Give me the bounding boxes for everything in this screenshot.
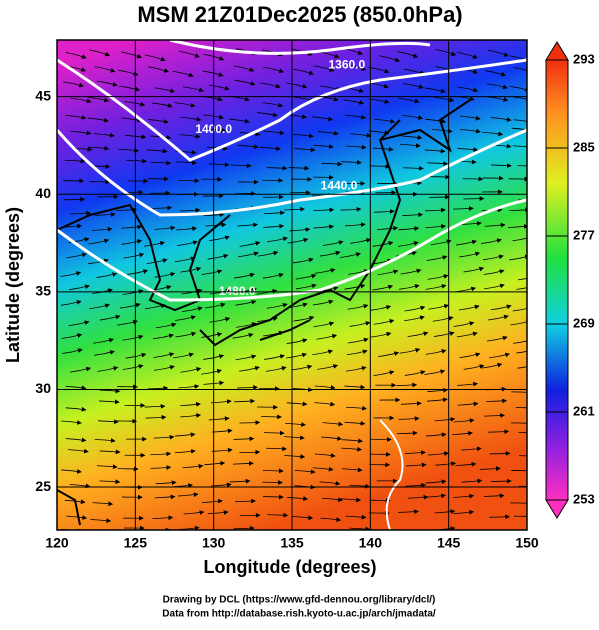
x-tick-label: 125 — [124, 535, 148, 551]
colorbar-extend-top — [546, 42, 568, 60]
streamline — [489, 535, 509, 536]
y-tick-label: 25 — [35, 478, 51, 494]
x-axis-label: Longitude (degrees) — [203, 557, 376, 577]
streamline — [457, 531, 477, 533]
colorbar-tick-label: 285 — [573, 139, 595, 154]
colorbar: 293 285 277 269 261 253 — [546, 42, 595, 518]
colorbar-scale — [546, 60, 568, 500]
x-tick-label: 135 — [280, 535, 304, 551]
streamline — [318, 534, 338, 536]
x-tick-label: 120 — [45, 535, 69, 551]
x-tick-label: 130 — [202, 535, 226, 551]
streamline — [97, 535, 117, 536]
contour-label: 1480.0 — [219, 284, 256, 298]
colorbar-tick-label: 269 — [573, 315, 595, 330]
title: MSM 21Z01Dec2025 (850.0hPa) — [137, 2, 462, 27]
colorbar-extend-bottom — [546, 500, 568, 518]
y-tick-label: 30 — [35, 380, 51, 396]
y-axis-label: Latitude (degrees) — [3, 207, 23, 363]
y-tick-label: 35 — [35, 283, 51, 299]
streamline — [406, 531, 426, 532]
credit: Data from http://database.rish.kyoto-u.a… — [162, 609, 436, 620]
colorbar-tick-label: 253 — [573, 491, 595, 506]
colorbar-tick-label: 261 — [573, 403, 595, 418]
streamline — [64, 199, 84, 200]
y-tick-label: 45 — [35, 87, 51, 103]
x-tick-label: 145 — [437, 535, 461, 551]
colorbar-tick-label: 293 — [573, 51, 595, 66]
x-tick-label: 140 — [359, 535, 383, 551]
colorbar-tick-label: 277 — [573, 227, 595, 242]
x-tick-label: 150 — [515, 535, 539, 551]
streamline — [262, 534, 282, 535]
y-tick-label: 40 — [35, 185, 51, 201]
contour-label: 1440.0 — [321, 179, 358, 193]
contour-label: 1360.0 — [328, 58, 365, 72]
credit: Drawing by DCL (https://www.gfd-dennou.o… — [163, 595, 436, 606]
